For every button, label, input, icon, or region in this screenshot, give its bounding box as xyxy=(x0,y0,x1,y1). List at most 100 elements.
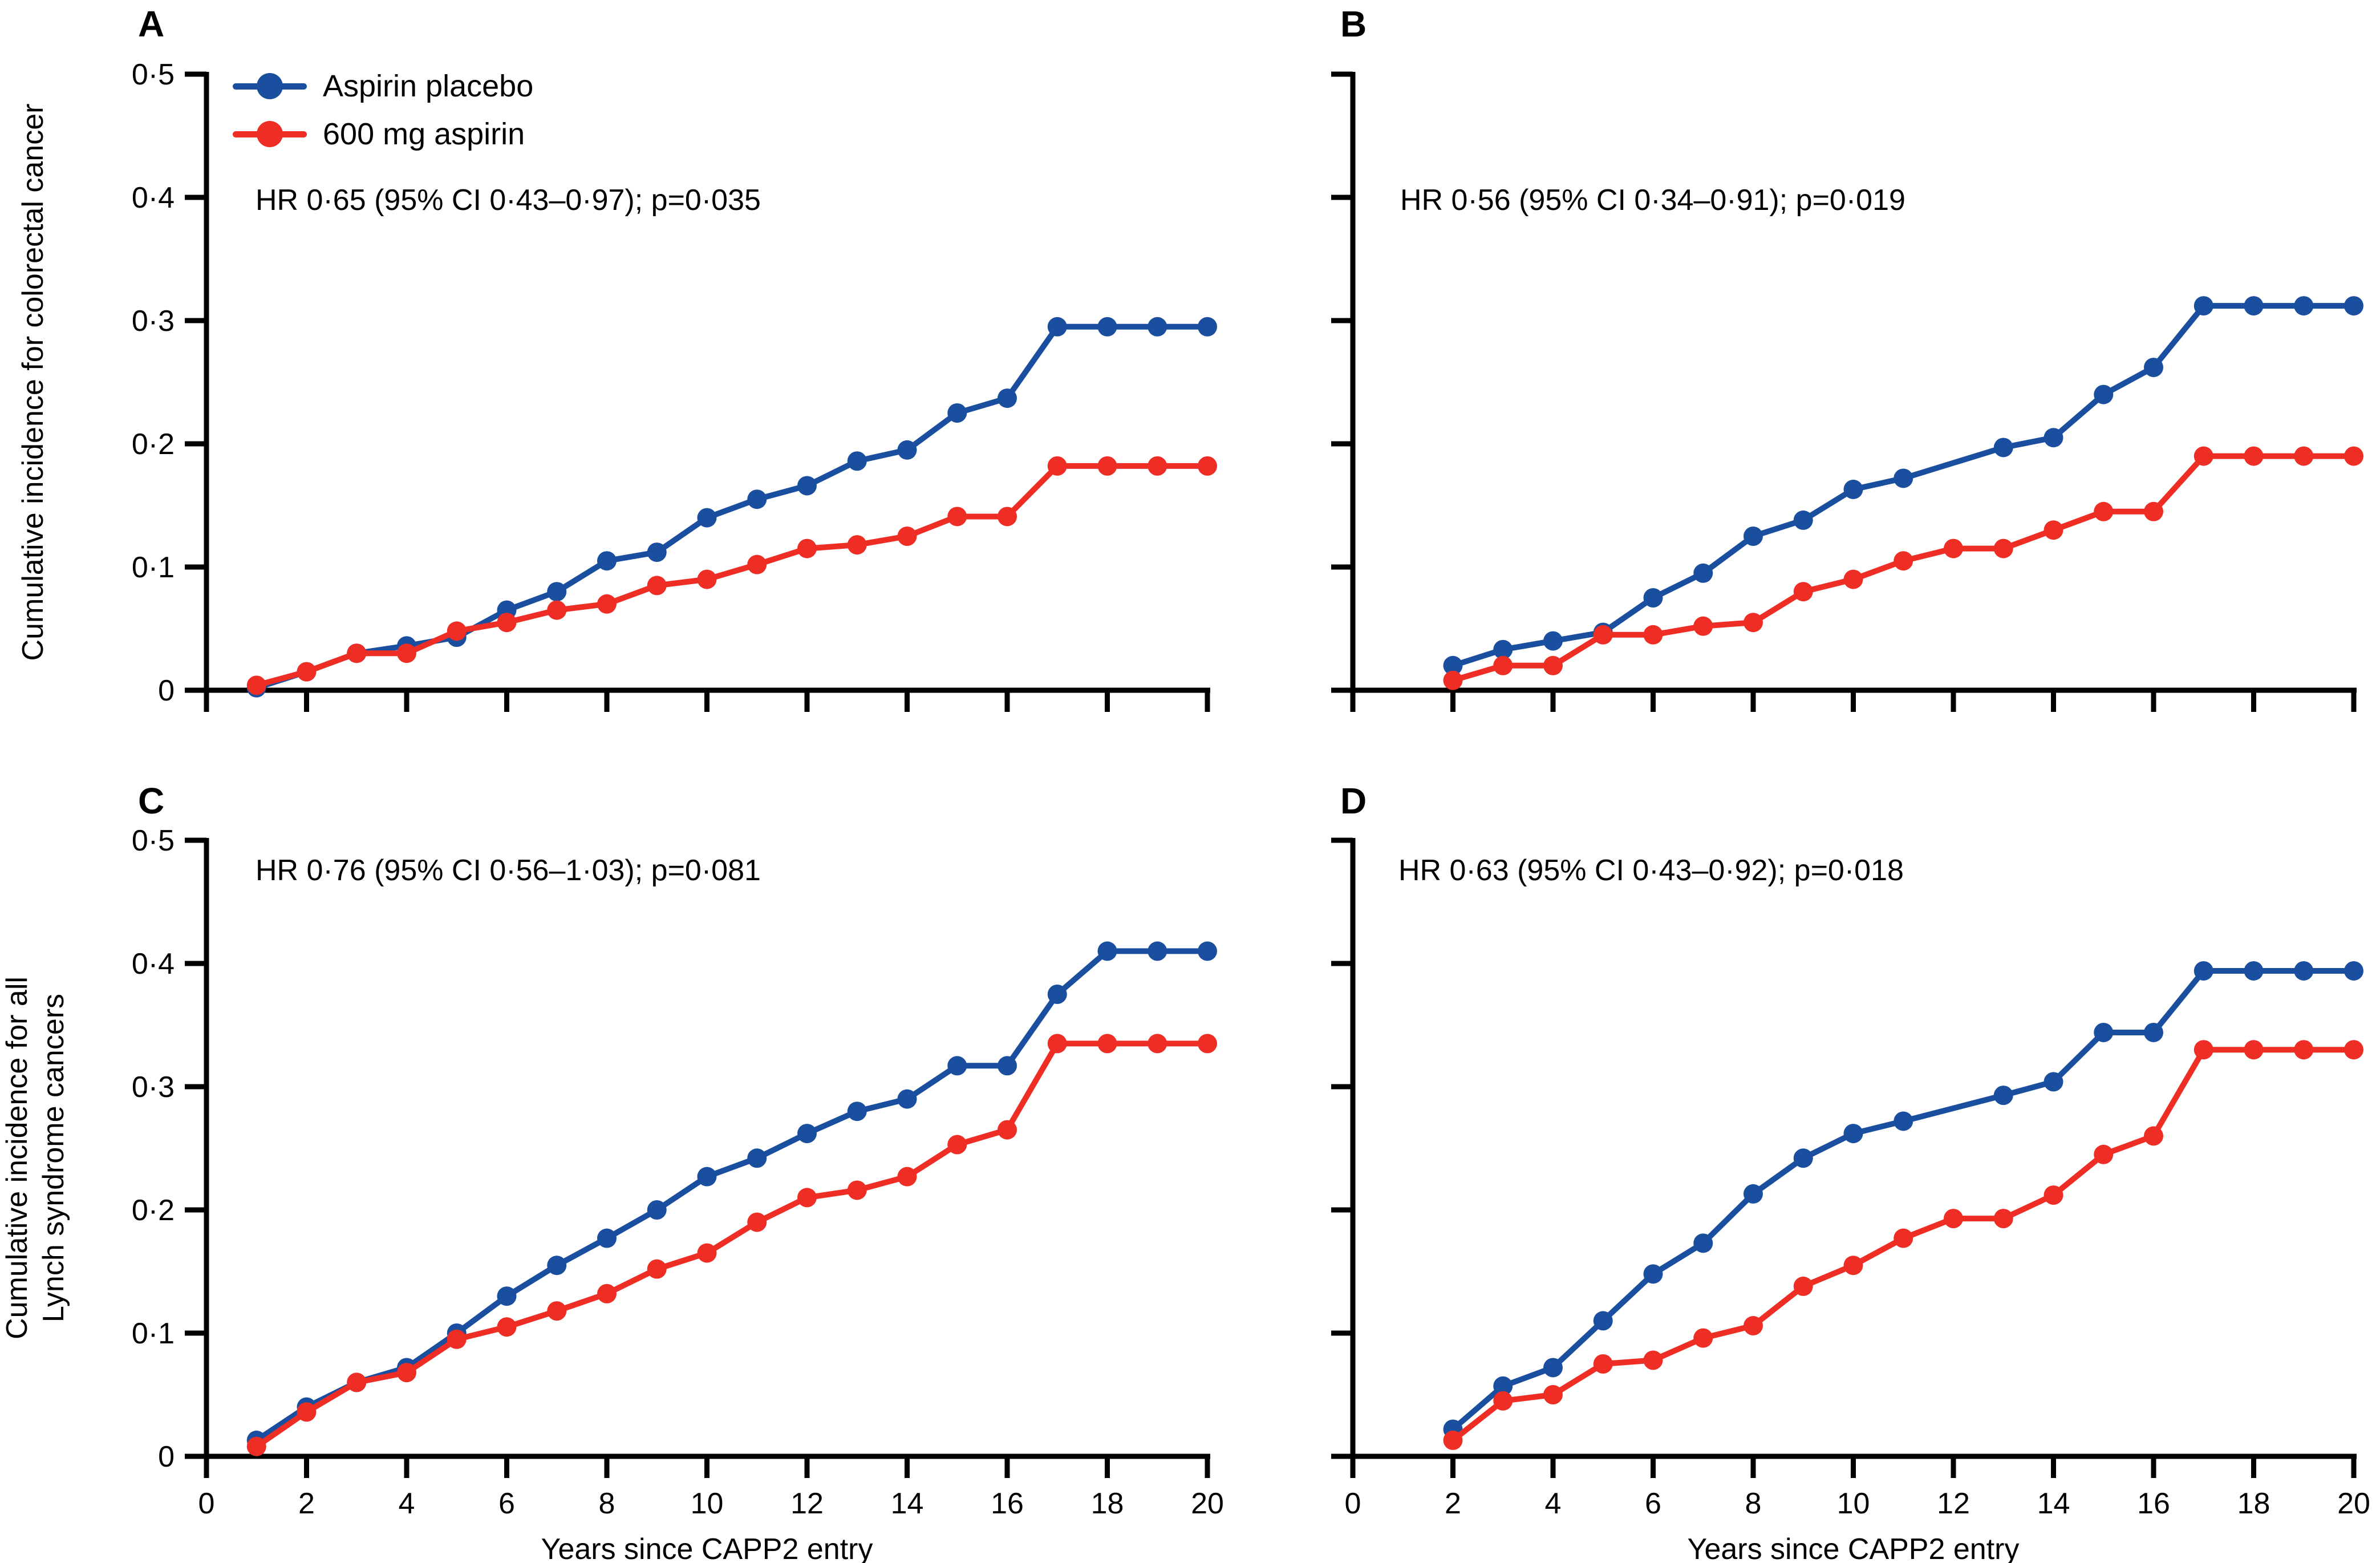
y-tick-label: 0 xyxy=(158,1440,175,1473)
series-aspirin-placebo-point xyxy=(1993,438,2013,457)
series-600-mg-aspirin-point xyxy=(1148,456,1167,476)
x-tick-label: 10 xyxy=(1837,1487,1870,1520)
y-axis-title-line: Cumulative incidence for all xyxy=(1,977,34,1339)
series-aspirin-placebo-point xyxy=(2194,961,2213,981)
series-aspirin-placebo-point xyxy=(697,1167,717,1187)
series-aspirin-placebo-point xyxy=(1693,1233,1713,1253)
placebo-line-marker-icon xyxy=(233,73,307,99)
series-600-mg-aspirin-point xyxy=(797,538,817,558)
series-aspirin-placebo-point xyxy=(1047,985,1067,1004)
y-axis-title-line: Cumulative incidence for colorectal canc… xyxy=(17,103,50,661)
aspirin-line-marker-icon xyxy=(233,121,307,147)
series-600-mg-aspirin-point xyxy=(1543,655,1563,675)
series-aspirin-placebo-point xyxy=(897,1089,917,1109)
panel-b-hr-annotation: HR 0·56 (95% CI 0·34–0·91); p=0·019 xyxy=(1400,184,1905,217)
series-aspirin-placebo-point xyxy=(1744,1184,1763,1204)
series-aspirin-placebo-point xyxy=(497,1286,517,1306)
x-tick-label: 0 xyxy=(198,1487,215,1520)
series-600-mg-aspirin-point xyxy=(1843,1256,1863,1275)
series-600-mg-aspirin-point xyxy=(2194,446,2213,466)
series-aspirin-placebo-point xyxy=(1643,1264,1663,1284)
x-tick-label: 4 xyxy=(399,1487,415,1520)
series-600-mg-aspirin-point xyxy=(497,1317,517,1337)
series-600-mg-aspirin-point xyxy=(1443,670,1463,690)
series-aspirin-placebo-point xyxy=(2244,296,2264,316)
series-aspirin-placebo-point xyxy=(2094,1022,2114,1042)
series-600-mg-aspirin-point xyxy=(347,1372,367,1392)
legend: Aspirin placebo 600 mg aspirin xyxy=(233,71,533,149)
series-600-mg-aspirin-point xyxy=(998,1120,1017,1140)
x-tick-label: 14 xyxy=(2037,1487,2070,1520)
series-aspirin-placebo-point xyxy=(2344,296,2363,316)
legend-item-placebo: Aspirin placebo xyxy=(233,71,533,102)
series-aspirin-placebo-point xyxy=(1198,941,1217,961)
series-600-mg-aspirin-point xyxy=(1693,616,1713,636)
axes-D xyxy=(1350,838,2357,1459)
panel-a-hr-annotation: HR 0·65 (95% CI 0·43–0·97); p=0·035 xyxy=(256,184,761,217)
series-aspirin-placebo-line xyxy=(253,948,1210,1443)
series-600-mg-aspirin-point xyxy=(2144,501,2163,521)
series-600-mg-aspirin-point xyxy=(2194,1040,2213,1060)
x-tick-label: 6 xyxy=(1645,1487,1661,1520)
series-aspirin-placebo-point xyxy=(1198,317,1217,337)
series-600-mg-aspirin-point xyxy=(246,675,266,695)
series-600-mg-aspirin-point xyxy=(1793,1276,1813,1296)
x-tick-label: 20 xyxy=(2337,1487,2370,1520)
series-aspirin-placebo-point xyxy=(847,1102,867,1121)
series-600-mg-aspirin-point xyxy=(347,643,367,663)
series-aspirin-placebo-point xyxy=(547,1256,567,1275)
series-aspirin-placebo-line xyxy=(253,323,1210,691)
series-aspirin-placebo-point xyxy=(1543,631,1563,651)
series-aspirin-placebo-point xyxy=(998,388,1017,408)
series-aspirin-placebo-point xyxy=(1744,527,1763,546)
series-aspirin-placebo-point xyxy=(1593,1311,1613,1331)
series-aspirin-placebo-point xyxy=(1993,1086,2013,1106)
series-aspirin-placebo-point xyxy=(1097,941,1117,961)
panel-C-plot: 0 0·1 0·2 0·3 0·4 0·5 0 2 4 6 8 10 12 14 16 18 20 xyxy=(132,824,1224,1520)
series-600-mg-aspirin-point xyxy=(1047,456,1067,476)
series-aspirin-placebo-point xyxy=(1493,1376,1513,1396)
x-tick-label: 2 xyxy=(1445,1487,1461,1520)
series-aspirin-placebo-point xyxy=(1148,941,1167,961)
axes-B xyxy=(1350,72,2357,693)
series-aspirin-placebo-point xyxy=(847,451,867,471)
x-tick-label: 12 xyxy=(1937,1487,1970,1520)
series-600-mg-aspirin-point xyxy=(2344,1040,2363,1060)
series-600-mg-aspirin-point xyxy=(697,569,717,589)
y-axis-title-lynch: Cumulative incidence for all Lynch syndr… xyxy=(0,759,72,1557)
series-aspirin-placebo-point xyxy=(797,476,817,496)
series-600-mg-aspirin-point xyxy=(1843,569,1863,589)
series-aspirin-placebo-point xyxy=(1047,317,1067,337)
y-axis-title-colorectal: Cumulative incidence for colorectal canc… xyxy=(15,0,51,782)
series-aspirin-placebo-point xyxy=(1443,655,1463,675)
y-tick-label: 0·3 xyxy=(132,1071,175,1104)
y-tick-label: 0·1 xyxy=(132,551,175,584)
series-600-mg-aspirin-point xyxy=(1047,1034,1067,1054)
series-600-mg-aspirin-point xyxy=(1944,538,1963,558)
series-600-mg-aspirin-point xyxy=(597,594,617,614)
series-600-mg-aspirin-point xyxy=(797,1188,817,1208)
x-axis-title-right: Years since CAPP2 entry xyxy=(1687,1533,2020,1563)
series-600-mg-aspirin-point xyxy=(1793,582,1813,602)
series-aspirin-placebo-point xyxy=(647,1200,667,1220)
series-600-mg-aspirin-point xyxy=(497,613,517,633)
series-aspirin-placebo-point xyxy=(998,1056,1017,1076)
series-aspirin-placebo-point xyxy=(1843,479,1863,499)
panel-d-hr-annotation: HR 0·63 (95% CI 0·43–0·92); p=0·018 xyxy=(1398,854,1904,887)
series-600-mg-aspirin-point xyxy=(1993,1209,2013,1229)
series-600-mg-aspirin-point xyxy=(747,1212,767,1232)
x-tick-label: 6 xyxy=(498,1487,515,1520)
y-tick-label: 0 xyxy=(158,674,175,707)
series-aspirin-placebo-point xyxy=(1097,317,1117,337)
series-600-mg-aspirin-point xyxy=(847,1180,867,1200)
panel-B-plot xyxy=(1331,71,2363,712)
series-600-mg-aspirin-point xyxy=(647,1259,667,1279)
series-600-mg-aspirin-point xyxy=(947,507,967,527)
series-aspirin-placebo-point xyxy=(1793,510,1813,530)
series-600-mg-aspirin-point xyxy=(998,507,1017,527)
series-600-mg-aspirin-point xyxy=(397,1363,416,1383)
series-600-mg-aspirin-point xyxy=(2094,1144,2114,1164)
series-aspirin-placebo-point xyxy=(797,1124,817,1144)
series-600-mg-aspirin-point xyxy=(447,621,467,641)
series-aspirin-placebo-point xyxy=(1643,588,1663,608)
